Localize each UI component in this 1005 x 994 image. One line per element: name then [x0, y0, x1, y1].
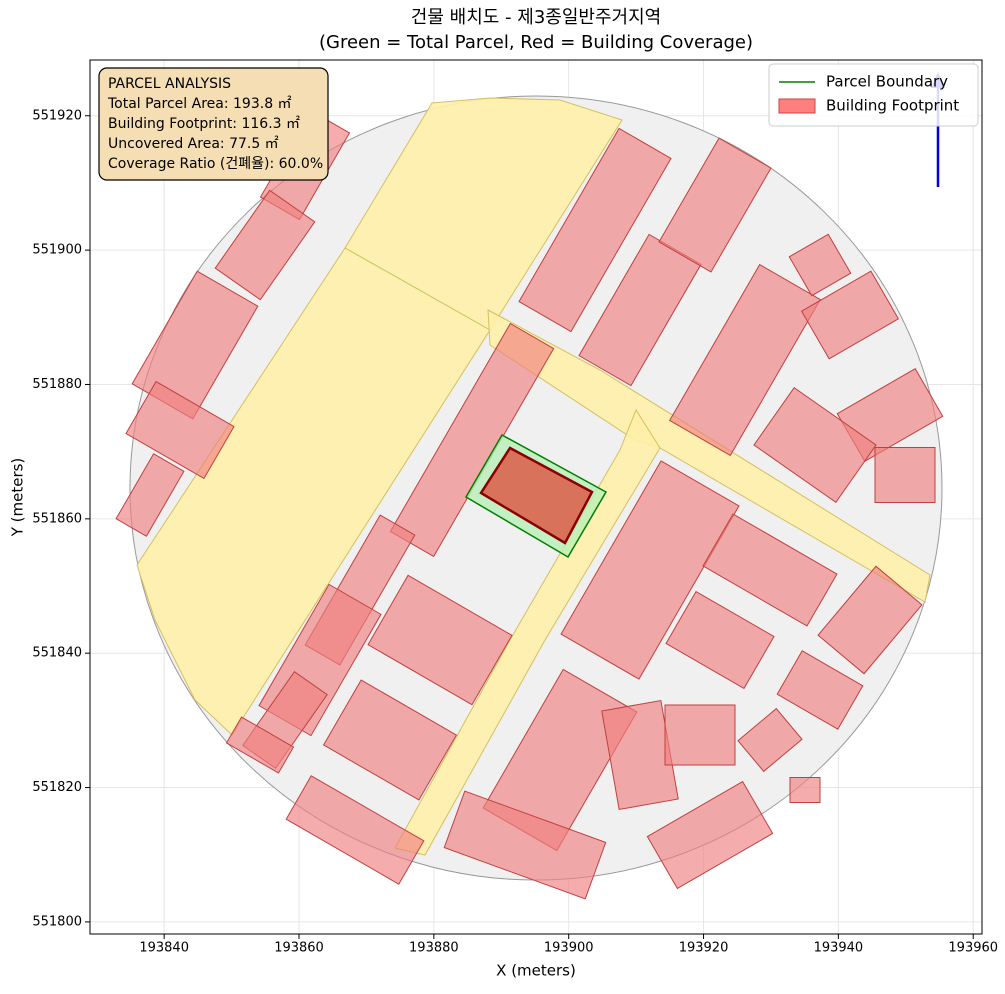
building [789, 777, 821, 803]
building [518, 127, 672, 333]
target-building [479, 446, 594, 545]
building [753, 386, 877, 504]
building [658, 137, 772, 273]
building [874, 447, 936, 503]
building [737, 707, 803, 773]
building [322, 679, 458, 801]
chart-title: 건물 배치도 - 제3종일반주거지역 [411, 7, 661, 28]
x-tick-label: 193840 [139, 941, 189, 956]
building [669, 263, 821, 457]
y-tick-label: 551860 [32, 511, 82, 526]
annotation-line: Uncovered Area: 77.5 ㎡ [108, 136, 279, 152]
building [817, 565, 923, 675]
y-axis-label: Y (meters) [9, 458, 27, 538]
ticks: 193840 193860 193880 193900 193920 193940 1939… [32, 108, 998, 955]
x-axis-label: X (meters) [496, 962, 576, 980]
building [367, 574, 513, 706]
building [800, 270, 900, 360]
legend-box [768, 63, 979, 127]
y-tick-label: 551920 [32, 108, 82, 123]
building [115, 453, 185, 537]
legend-swatch [778, 98, 816, 114]
building [214, 189, 316, 301]
x-tick-label: 193960 [948, 941, 998, 956]
x-tick-label: 193920 [679, 941, 729, 956]
building [285, 775, 425, 885]
building [443, 790, 607, 900]
x-tick-label: 193860 [274, 941, 324, 956]
building [665, 590, 775, 690]
x-tick-label: 193900 [544, 941, 594, 956]
x-tick-label: 193940 [814, 941, 864, 956]
annotation-box [98, 67, 329, 181]
building [646, 780, 774, 890]
y-tick-label: 551880 [32, 377, 82, 392]
x-tick-label: 193880 [409, 941, 459, 956]
plot-frame [89, 59, 983, 935]
building [702, 513, 838, 627]
building [560, 460, 740, 680]
building [125, 380, 235, 480]
y-tick-label: 551820 [32, 780, 82, 795]
legend: Parcel Boundary Building Footprint [768, 63, 979, 127]
annotation-line: Total Parcel Area: 193.8 ㎡ [107, 96, 292, 112]
building [664, 704, 736, 766]
chart-subtitle: (Green = Total Parcel, Red = Building Co… [319, 32, 753, 53]
y-tick-label: 551900 [32, 243, 82, 258]
building [788, 233, 852, 297]
annotation-line: Building Footprint: 116.3 ㎡ [108, 116, 300, 132]
annotation: PARCEL ANALYSIS Total Parcel Area: 193.8 … [98, 67, 329, 181]
building [225, 716, 295, 774]
annotation-line: PARCEL ANALYSIS [108, 76, 231, 92]
annotation-line: Coverage Ratio (건폐율): 60.0% [108, 156, 323, 172]
legend-label: Building Footprint [826, 97, 959, 115]
map-layer [115, 72, 945, 900]
legend-label: Parcel Boundary [826, 73, 948, 91]
y-tick-label: 551840 [32, 646, 82, 661]
y-tick-label: 551800 [32, 914, 82, 929]
building [776, 650, 864, 730]
